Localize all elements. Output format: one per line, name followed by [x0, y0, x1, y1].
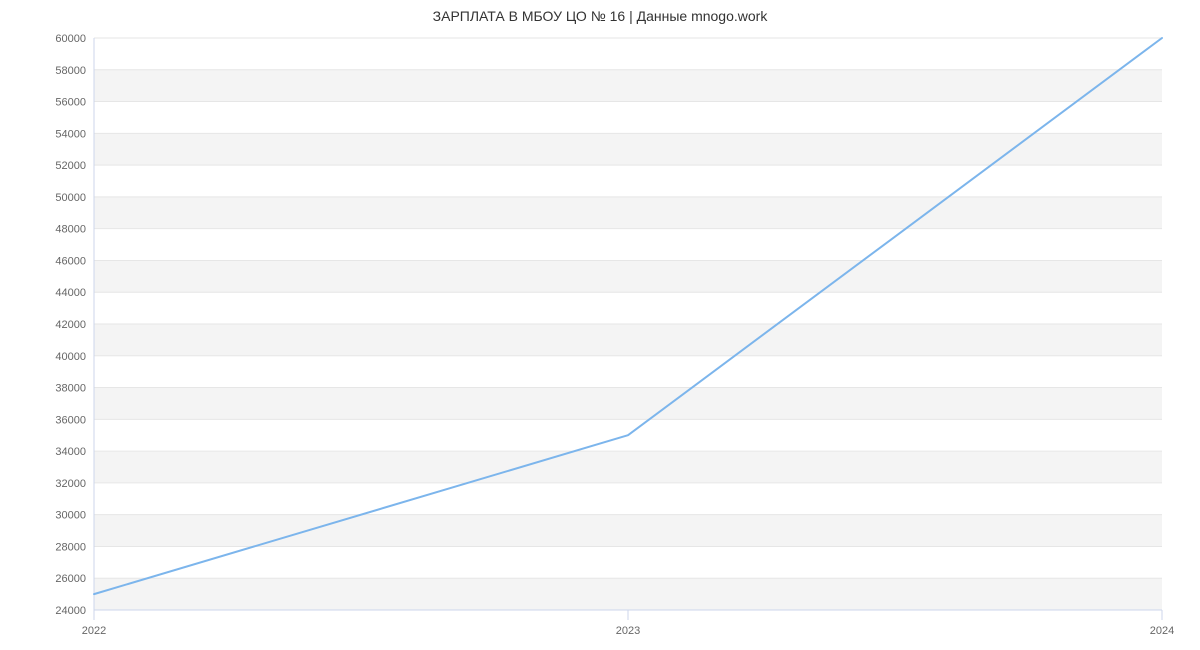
svg-text:58000: 58000: [55, 65, 86, 77]
svg-text:2023: 2023: [616, 625, 640, 637]
svg-text:46000: 46000: [55, 255, 86, 267]
svg-text:2022: 2022: [82, 625, 106, 637]
svg-text:60000: 60000: [55, 33, 86, 45]
svg-text:30000: 30000: [55, 510, 86, 522]
svg-text:2024: 2024: [1150, 625, 1174, 637]
svg-text:40000: 40000: [55, 351, 86, 363]
svg-text:38000: 38000: [55, 383, 86, 395]
svg-text:50000: 50000: [55, 192, 86, 204]
chart-svg: 24000 26000 28000 30000 32000 34000 36000 38000…: [0, 0, 1200, 650]
svg-text:36000: 36000: [55, 414, 86, 426]
svg-text:26000: 26000: [55, 573, 86, 585]
svg-text:34000: 34000: [55, 446, 86, 458]
svg-text:32000: 32000: [55, 478, 86, 490]
svg-text:52000: 52000: [55, 160, 86, 172]
svg-text:42000: 42000: [55, 319, 86, 331]
svg-text:24000: 24000: [55, 605, 86, 617]
salary-line-chart: ЗАРПЛАТА В МБОУ ЦО № 16 | Данные mnogo.w…: [0, 0, 1200, 650]
svg-text:54000: 54000: [55, 128, 86, 140]
svg-text:56000: 56000: [55, 97, 86, 109]
svg-text:28000: 28000: [55, 541, 86, 553]
svg-text:44000: 44000: [55, 287, 86, 299]
svg-text:48000: 48000: [55, 224, 86, 236]
